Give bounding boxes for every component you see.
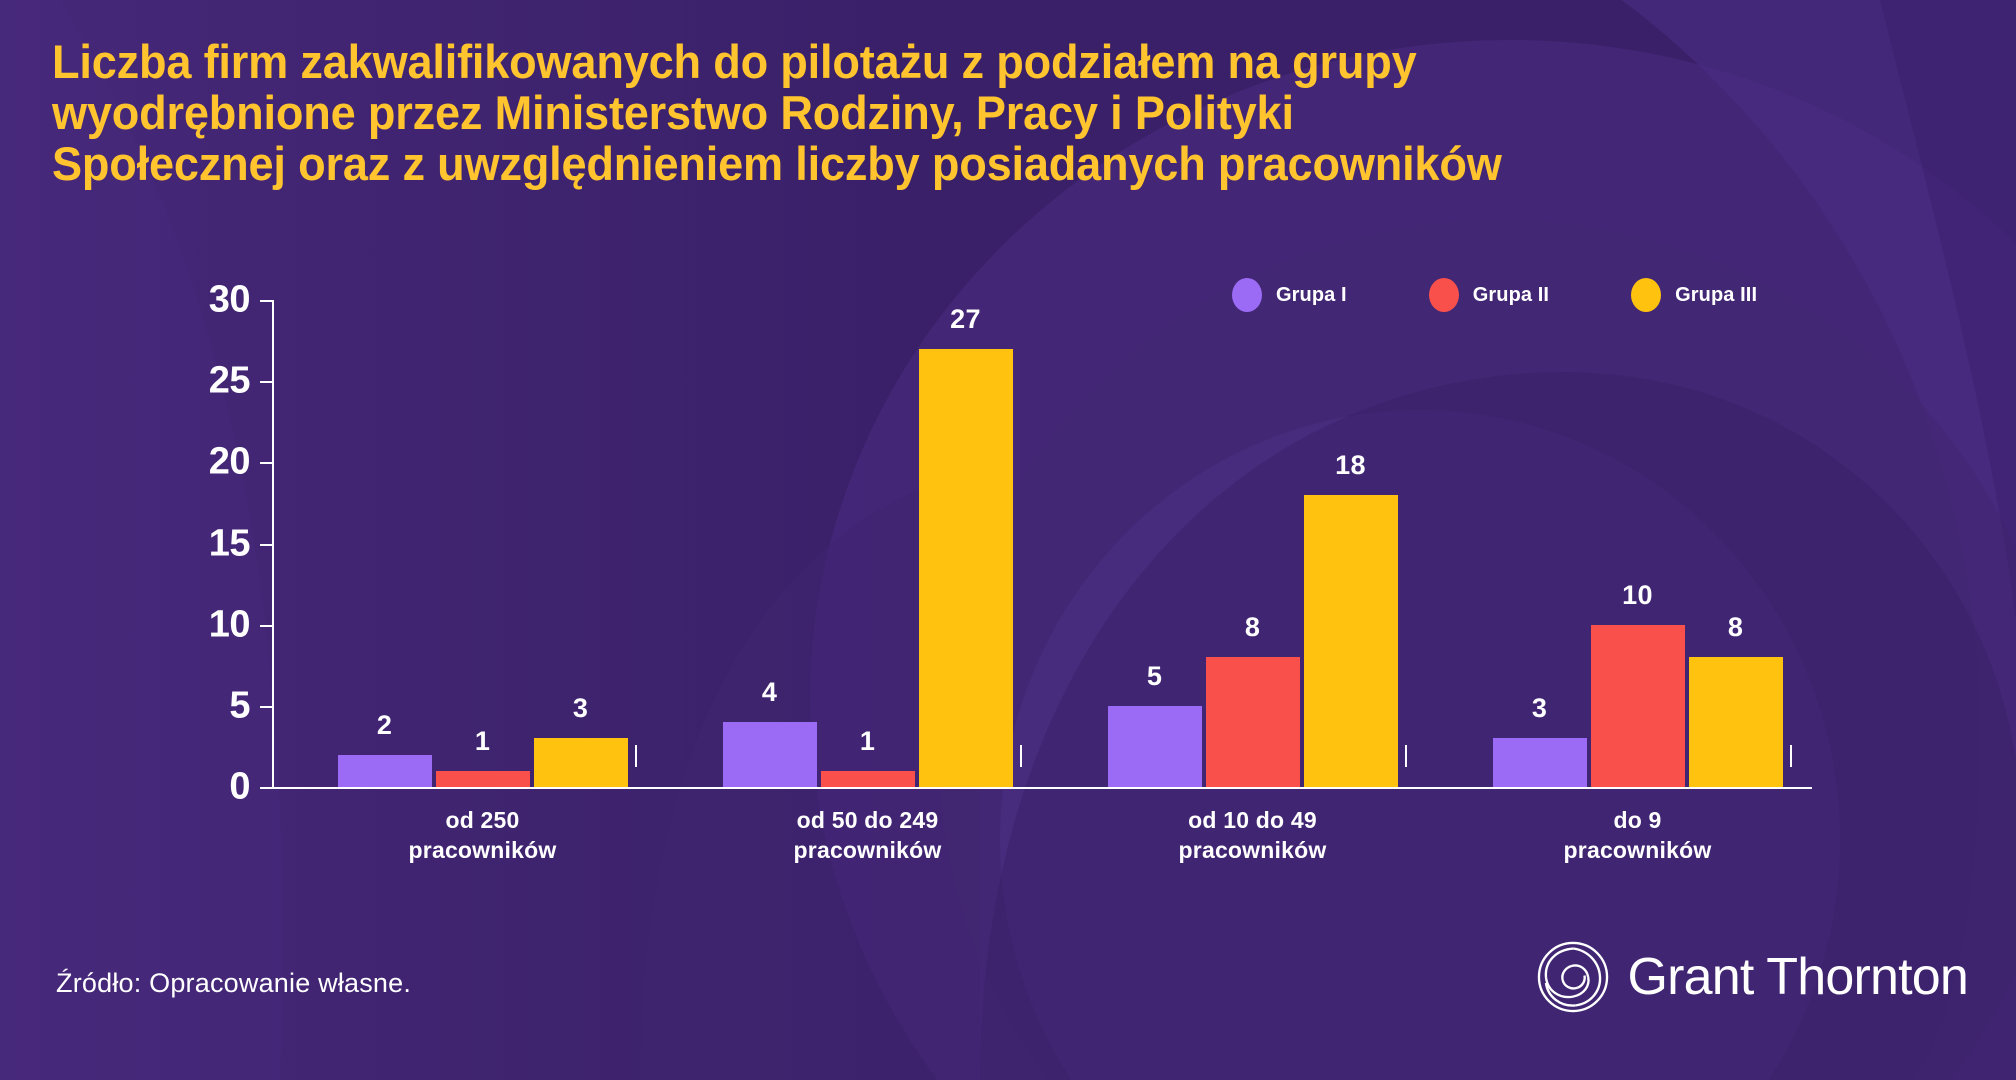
bar-value-label: 3 (572, 693, 589, 724)
legend-label: Grupa II (1472, 283, 1550, 306)
bar-grupa-iii[interactable] (1303, 494, 1398, 787)
bar-column[interactable]: 8 (1205, 300, 1300, 787)
source-note: Źródło: Opracowanie własne. (56, 968, 412, 998)
x-axis-category-label: od 250 pracowników (408, 807, 557, 863)
chart-legend: Grupa I Grupa II Grupa III (1232, 278, 1757, 312)
y-axis-line (272, 300, 274, 787)
bar-value-label: 1 (474, 725, 491, 756)
bar-grupa-iii[interactable] (533, 738, 628, 787)
y-axis-tick (260, 381, 272, 384)
x-axis-category-label: do 9 pracowników (1563, 807, 1712, 863)
y-axis-tick-label: 25 (208, 359, 251, 402)
bar-column[interactable]: 5 (1107, 300, 1202, 787)
bar-value-label: 5 (1146, 660, 1163, 691)
bar-chart-plot-area: 0 5 10 15 20 25 30 2 1 3 od 250 pracowników 4 1 27 od… (209, 279, 1812, 863)
grant-thornton-swirl-icon (1537, 941, 1608, 1013)
y-axis-tick-label: 10 (208, 603, 251, 646)
bar-value-label: 4 (761, 677, 778, 708)
legend-dot-icon (1631, 278, 1662, 312)
bar-column[interactable]: 27 (918, 300, 1013, 787)
bar-column[interactable]: 1 (820, 300, 915, 787)
bar-value-label: 8 (1244, 612, 1261, 643)
bar-value-label: 27 (950, 303, 981, 334)
x-axis-category-label: od 10 do 49 pracowników (1178, 807, 1327, 863)
brand-logo: Grant Thornton (1536, 940, 1969, 1014)
legend-dot-icon (1428, 278, 1459, 312)
bar-value-label: 3 (1531, 693, 1548, 724)
bar-column[interactable]: 10 (1590, 300, 1685, 787)
y-axis-tick (260, 787, 272, 789)
bar-value-label: 2 (376, 709, 393, 740)
bar-grupa-iii[interactable] (1688, 657, 1783, 787)
y-axis-tick-label: 5 (229, 684, 250, 727)
y-axis-tick (260, 543, 272, 546)
bar-grupa-ii[interactable] (1205, 657, 1300, 787)
y-axis-tick (260, 624, 272, 627)
bar-group: 5 8 18 od 10 do 49 pracowników (1103, 300, 1403, 863)
y-axis-tick-label: 0 (229, 765, 250, 808)
legend-dot-icon (1232, 278, 1262, 312)
brand-name: Grant Thornton (1627, 948, 1969, 1006)
legend-label: Grupa I (1276, 283, 1347, 306)
x-axis-tick (1790, 745, 1792, 767)
bar-column[interactable]: 4 (722, 300, 817, 787)
bar-grupa-i[interactable] (1107, 705, 1202, 787)
bar-value-label: 1 (859, 725, 876, 756)
bar-column[interactable]: 3 (533, 300, 628, 787)
y-axis-tick (260, 300, 272, 302)
legend-item-grupa-ii[interactable]: Grupa II (1428, 278, 1550, 312)
bar-grupa-ii[interactable] (1590, 624, 1685, 787)
y-axis-tick (260, 705, 272, 708)
x-axis-line (272, 787, 1812, 789)
x-axis-tick (635, 745, 637, 767)
y-axis-tick-label: 20 (208, 440, 251, 483)
bar-grupa-ii[interactable] (820, 770, 915, 787)
bar-grupa-i[interactable] (722, 722, 817, 787)
bar-grupa-ii[interactable] (435, 770, 530, 787)
x-axis-tick (1405, 745, 1407, 767)
y-axis-tick (260, 462, 272, 465)
bar-value-label: 10 (1622, 579, 1653, 610)
bar-grupa-i[interactable] (337, 754, 432, 787)
bar-column[interactable]: 2 (337, 300, 432, 787)
legend-label: Grupa III (1675, 283, 1758, 306)
bar-grupa-iii[interactable] (918, 348, 1013, 787)
x-axis-tick (1020, 745, 1022, 767)
legend-item-grupa-iii[interactable]: Grupa III (1631, 278, 1757, 312)
bar-value-label: 8 (1727, 612, 1744, 643)
x-axis-category-label: od 50 do 249 pracowników (793, 807, 942, 863)
page-title: Liczba firm zakwalifikowanych do pilotaż… (52, 35, 1502, 190)
legend-item-grupa-i[interactable]: Grupa I (1232, 278, 1347, 312)
y-axis-tick-label: 15 (208, 522, 251, 564)
bar-group: 3 10 8 do 9 pracowników (1488, 300, 1788, 863)
bar-column[interactable]: 1 (435, 300, 530, 787)
bar-group: 4 1 27 od 50 do 249 pracowników (718, 300, 1018, 863)
bar-group: 2 1 3 od 250 pracowników (333, 300, 633, 863)
bar-grupa-i[interactable] (1492, 738, 1587, 787)
y-axis-tick-label: 30 (208, 278, 251, 321)
bar-value-label: 18 (1335, 449, 1366, 480)
bar-column[interactable]: 8 (1688, 300, 1783, 787)
bar-column[interactable]: 3 (1492, 300, 1587, 787)
bar-column[interactable]: 18 (1303, 300, 1398, 787)
